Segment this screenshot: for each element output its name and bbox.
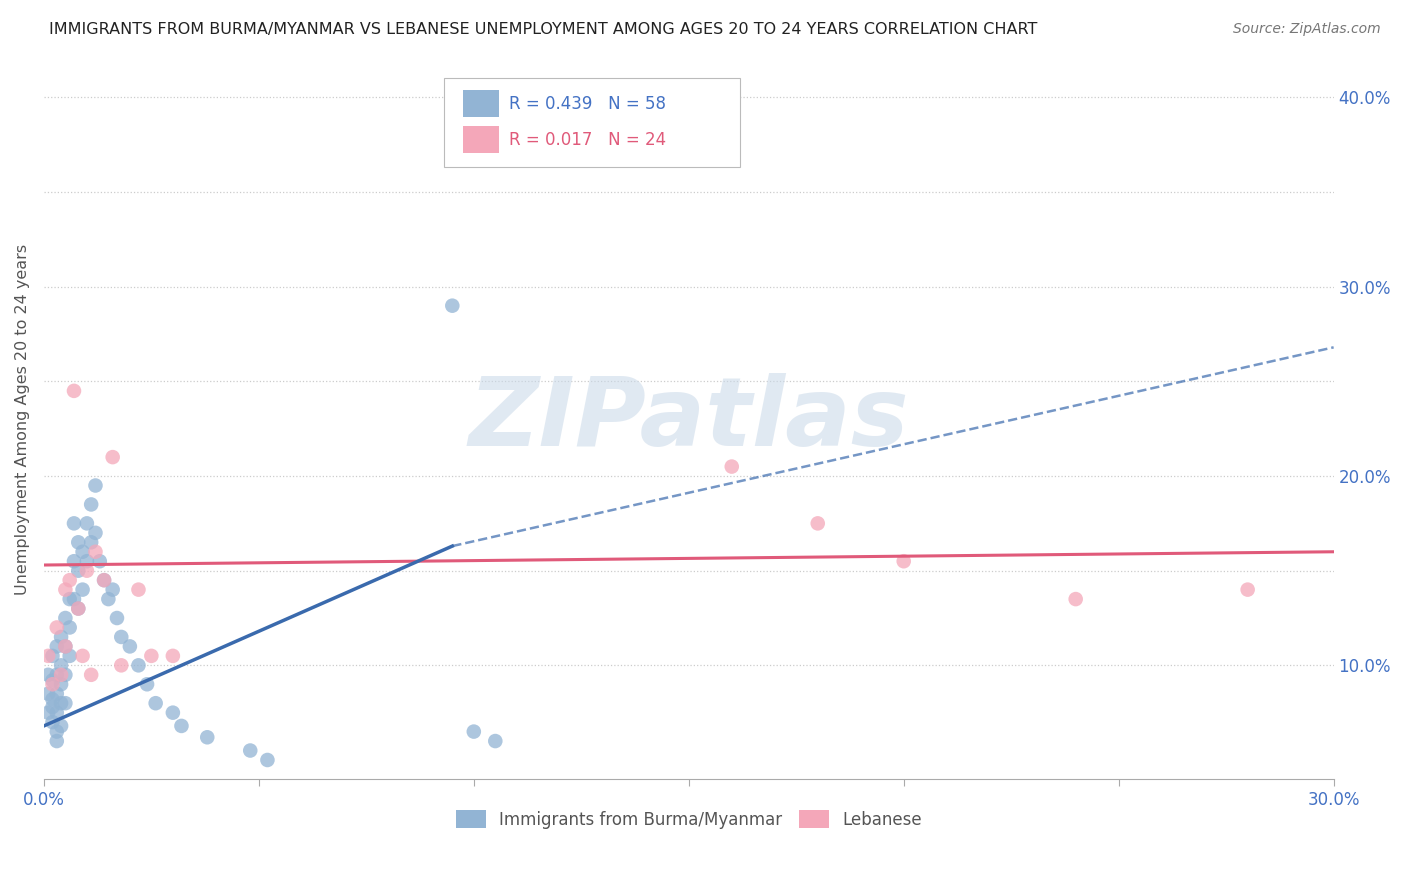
- Point: [84, 525, 107, 540]
- Point: [37, 668, 59, 682]
- Point: [127, 582, 149, 597]
- Point: [1236, 582, 1258, 597]
- Point: [37, 706, 59, 720]
- Point: [41, 648, 63, 663]
- Point: [76, 516, 98, 531]
- Text: IMMIGRANTS FROM BURMA/MYANMAR VS LEBANESE UNEMPLOYMENT AMONG AGES 20 TO 24 YEARS: IMMIGRANTS FROM BURMA/MYANMAR VS LEBANES…: [49, 22, 1038, 37]
- Point: [97, 592, 120, 607]
- Point: [72, 545, 94, 559]
- Point: [239, 743, 262, 757]
- FancyBboxPatch shape: [444, 78, 741, 168]
- Point: [45, 724, 67, 739]
- Point: [80, 535, 103, 549]
- Point: [49, 668, 72, 682]
- Point: [93, 573, 115, 587]
- Point: [463, 724, 485, 739]
- Point: [59, 573, 82, 587]
- Text: R = 0.017   N = 24: R = 0.017 N = 24: [509, 131, 666, 149]
- Point: [105, 611, 128, 625]
- Point: [41, 692, 63, 706]
- Point: [136, 677, 159, 691]
- Point: [63, 516, 86, 531]
- Point: [55, 668, 77, 682]
- Point: [67, 601, 90, 615]
- Point: [110, 630, 132, 644]
- Point: [110, 658, 132, 673]
- Point: [145, 696, 167, 710]
- Point: [484, 734, 506, 748]
- Point: [45, 734, 67, 748]
- Point: [441, 299, 464, 313]
- Point: [41, 677, 63, 691]
- Point: [67, 535, 90, 549]
- Legend: Immigrants from Burma/Myanmar, Lebanese: Immigrants from Burma/Myanmar, Lebanese: [449, 804, 928, 835]
- Point: [195, 731, 218, 745]
- Point: [807, 516, 830, 531]
- Point: [101, 582, 124, 597]
- Point: [720, 459, 742, 474]
- Point: [49, 658, 72, 673]
- Point: [84, 478, 107, 492]
- Point: [45, 668, 67, 682]
- Point: [67, 601, 90, 615]
- Point: [72, 648, 94, 663]
- Point: [893, 554, 915, 568]
- Point: [80, 668, 103, 682]
- Point: [67, 564, 90, 578]
- Point: [170, 719, 193, 733]
- Point: [118, 640, 141, 654]
- Point: [59, 648, 82, 663]
- Point: [162, 648, 184, 663]
- Point: [141, 648, 163, 663]
- Point: [37, 687, 59, 701]
- Point: [63, 592, 86, 607]
- Text: Source: ZipAtlas.com: Source: ZipAtlas.com: [1233, 22, 1381, 37]
- Point: [256, 753, 278, 767]
- Point: [55, 640, 77, 654]
- Point: [93, 573, 115, 587]
- Point: [49, 677, 72, 691]
- Point: [162, 706, 184, 720]
- Point: [72, 582, 94, 597]
- Point: [49, 630, 72, 644]
- Point: [45, 706, 67, 720]
- Point: [37, 648, 59, 663]
- Point: [55, 611, 77, 625]
- Point: [89, 554, 111, 568]
- Point: [59, 620, 82, 634]
- Point: [49, 719, 72, 733]
- Text: ZIPatlas: ZIPatlas: [468, 373, 910, 466]
- Point: [41, 700, 63, 714]
- Point: [55, 696, 77, 710]
- Point: [55, 640, 77, 654]
- Point: [45, 640, 67, 654]
- Point: [76, 564, 98, 578]
- Bar: [463, 90, 499, 117]
- Point: [45, 687, 67, 701]
- Point: [127, 658, 149, 673]
- Point: [55, 582, 77, 597]
- Point: [84, 545, 107, 559]
- Point: [80, 498, 103, 512]
- Point: [49, 696, 72, 710]
- Point: [41, 715, 63, 730]
- Y-axis label: Unemployment Among Ages 20 to 24 years: Unemployment Among Ages 20 to 24 years: [15, 244, 30, 595]
- Point: [101, 450, 124, 464]
- Point: [45, 620, 67, 634]
- Point: [1064, 592, 1087, 607]
- Bar: [463, 126, 499, 153]
- Point: [63, 554, 86, 568]
- Point: [63, 384, 86, 398]
- Text: R = 0.439   N = 58: R = 0.439 N = 58: [509, 95, 666, 113]
- Point: [41, 673, 63, 688]
- Point: [76, 554, 98, 568]
- Point: [59, 592, 82, 607]
